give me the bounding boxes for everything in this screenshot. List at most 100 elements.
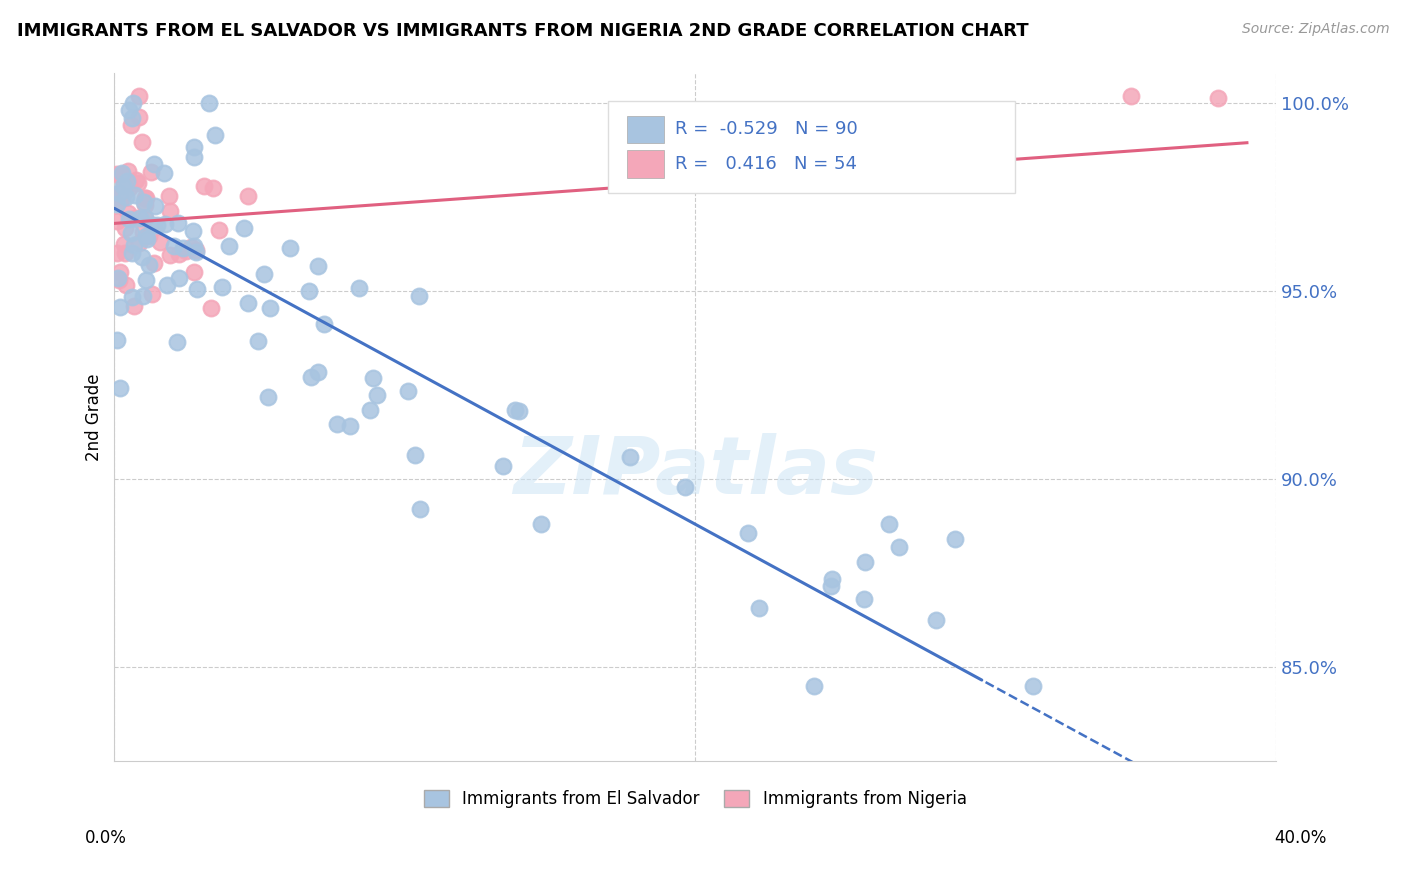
Point (110, 301, 132, 315)
Point (198, 96, 221, 111)
Point (152, 166, 174, 180)
Point (172, 241, 194, 255)
Point (259, 301, 281, 315)
Point (748, 600, 770, 615)
Point (143, 199, 166, 213)
Point (153, 217, 176, 231)
Point (128, 88, 150, 103)
Point (107, 273, 129, 287)
Point (108, 264, 131, 278)
Point (134, 191, 156, 205)
Point (121, 111, 143, 125)
Point (124, 173, 146, 187)
Point (820, 572, 842, 586)
Point (508, 404, 530, 418)
Point (139, 165, 162, 179)
Point (193, 179, 215, 194)
Point (143, 157, 166, 171)
Point (105, 245, 128, 260)
Point (404, 448, 426, 462)
Point (132, 289, 155, 303)
Point (257, 390, 280, 404)
FancyBboxPatch shape (607, 101, 1015, 194)
Point (943, 533, 966, 547)
Point (887, 540, 910, 554)
Point (408, 289, 430, 303)
Point (120, 226, 142, 240)
Point (122, 299, 145, 313)
Point (111, 168, 134, 182)
Point (186, 243, 208, 257)
Point (200, 301, 222, 315)
Text: IMMIGRANTS FROM EL SALVADOR VS IMMIGRANTS FROM NIGERIA 2ND GRADE CORRELATION CHA: IMMIGRANTS FROM EL SALVADOR VS IMMIGRANT… (17, 22, 1029, 40)
Point (112, 178, 135, 193)
Point (111, 166, 134, 180)
Point (111, 190, 134, 204)
Point (111, 186, 134, 201)
Point (149, 235, 172, 249)
Point (134, 198, 156, 212)
Point (737, 526, 759, 541)
Point (180, 240, 202, 254)
Point (121, 290, 143, 304)
Point (159, 248, 181, 262)
Point (299, 369, 322, 384)
Point (396, 384, 419, 399)
Point (117, 174, 139, 188)
Point (138, 229, 160, 244)
Point (159, 204, 181, 219)
Point (183, 140, 205, 154)
Point (366, 387, 388, 401)
Point (167, 246, 190, 260)
Point (124, 211, 146, 226)
Point (156, 277, 179, 292)
Point (803, 679, 825, 693)
Point (853, 591, 876, 606)
Point (108, 193, 131, 207)
Point (208, 223, 231, 237)
Point (136, 232, 159, 246)
Point (132, 225, 155, 239)
Point (141, 286, 163, 301)
Y-axis label: 2nd Grade: 2nd Grade (86, 373, 103, 461)
Point (820, 579, 842, 593)
FancyBboxPatch shape (627, 116, 664, 143)
Point (118, 103, 141, 118)
Point (115, 277, 138, 292)
Point (202, 180, 225, 194)
Point (131, 251, 153, 265)
Point (278, 241, 301, 255)
Point (142, 218, 165, 232)
Point (211, 280, 233, 294)
Point (363, 370, 385, 384)
Point (117, 164, 139, 178)
Point (163, 239, 186, 253)
Point (181, 224, 204, 238)
Point (114, 220, 136, 235)
Point (107, 333, 129, 347)
Point (107, 186, 129, 200)
Point (118, 181, 141, 195)
FancyBboxPatch shape (627, 150, 664, 178)
Point (174, 244, 197, 259)
Point (124, 188, 146, 202)
Point (167, 270, 190, 285)
Point (853, 555, 876, 569)
Point (298, 284, 321, 298)
Point (312, 317, 335, 331)
Point (135, 273, 157, 287)
Point (925, 613, 948, 627)
Text: ZIPatlas: ZIPatlas (513, 434, 877, 511)
Point (619, 450, 641, 464)
Point (347, 281, 370, 295)
Point (1119, 88, 1142, 103)
Point (138, 258, 160, 272)
Point (307, 365, 329, 379)
Point (183, 239, 205, 253)
Text: R =  -0.529   N = 90: R = -0.529 N = 90 (675, 120, 858, 138)
Point (184, 245, 207, 260)
Point (204, 128, 226, 143)
Point (186, 282, 208, 296)
Point (134, 195, 156, 210)
Point (530, 516, 553, 531)
